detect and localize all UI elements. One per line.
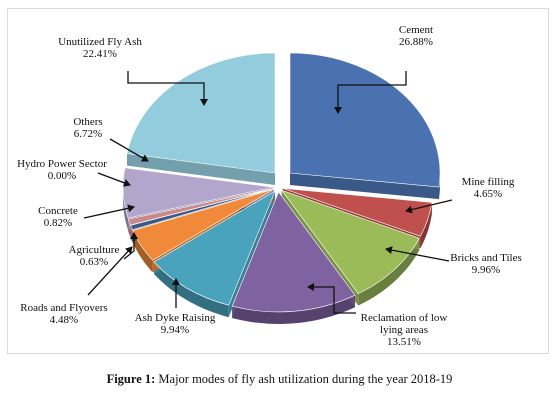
- slice-value-label: 0.63%: [80, 256, 108, 268]
- slice-label-unutilized-fly-ash: Unutilized Fly Ash 22.41%: [58, 36, 142, 60]
- slice-value-label: 6.72%: [74, 128, 102, 140]
- leader-bricks-and-tiles: [385, 246, 450, 262]
- slice-roads-and-flyovers: [132, 189, 274, 261]
- slice-label-concrete: Concrete 0.82%: [38, 205, 78, 229]
- slice-label-bricks-and-tiles: Bricks and Tiles 9.96%: [450, 252, 522, 276]
- slice-reclamation-of-low-lying-areas: [231, 191, 356, 313]
- slice-label-line: Others: [73, 116, 102, 128]
- pie-chart: Cement 26.88% Mine filling 4.65% Bricks and …: [17, 24, 522, 348]
- slice-label-mine-filling: Mine filling 4.65%: [462, 176, 515, 200]
- leader-unutilized-fly-ash: [127, 71, 208, 106]
- slice-ash-dyke-raising: [153, 190, 276, 306]
- slice-label-cement: Cement 26.88%: [399, 24, 433, 48]
- slice-side-bricks-and-tiles: [358, 238, 420, 306]
- slice-label-line: Roads and Flyovers: [20, 302, 107, 314]
- leader-agriculture: [123, 232, 138, 260]
- figure-caption: Figure 1: Major modes of fly ash utiliza…: [0, 372, 559, 387]
- slice-label-line: Hydro Power Sector: [17, 158, 107, 170]
- slice-value-label: 22.41%: [83, 48, 117, 60]
- slice-wall-cement-1: [290, 173, 439, 200]
- slice-label-line: Mine filling: [462, 176, 515, 188]
- caption-text: Major modes of fly ash utilization durin…: [155, 372, 453, 386]
- leader-reclamation-of-low-lying-areas: [307, 283, 356, 314]
- slice-value-label: 26.88%: [399, 36, 433, 48]
- leader-others: [109, 138, 149, 162]
- slice-label-line: Bricks and Tiles: [450, 252, 522, 264]
- slice-bricks-and-tiles: [280, 189, 420, 294]
- slice-concrete: [127, 188, 274, 226]
- slice-value-label: 0.00%: [48, 170, 76, 182]
- slice-label-line: Reclamation of low: [361, 312, 448, 324]
- slice-label-reclamation-of-low-lying-areas: Reclamation of low lying areas 13.51%: [361, 312, 448, 348]
- leader-concrete: [83, 204, 135, 219]
- slice-label-line: lying areas: [380, 324, 428, 336]
- slice-label-line: Concrete: [38, 205, 78, 217]
- slice-others: [122, 167, 274, 219]
- slice-label-line: Unutilized Fly Ash: [58, 36, 142, 48]
- slice-side-mine-filling: [420, 202, 432, 249]
- leader-mine-filling: [405, 199, 453, 214]
- slice-label-hydro-power-sector: Hydro Power Sector 0.00%: [17, 158, 107, 182]
- caption-prefix: Figure 1:: [106, 372, 156, 386]
- slice-side-reclamation-of-low-lying-areas: [232, 295, 355, 324]
- slice-value-label: 9.96%: [472, 264, 500, 276]
- leader-hydro-power-sector: [97, 172, 131, 187]
- slice-label-agriculture: Agriculture 0.63%: [69, 244, 120, 268]
- slice-value-label: 4.48%: [50, 314, 78, 326]
- slice-value-label: 0.82%: [44, 217, 72, 229]
- slice-wall-unutilized-fly-ash-0: [127, 153, 275, 185]
- slice-label-line: Ash Dyke Raising: [135, 312, 216, 324]
- slice-cement: [289, 52, 441, 188]
- leader-cement: [334, 71, 407, 114]
- slice-value-label: 13.51%: [387, 336, 421, 348]
- slice-mine-filling: [282, 188, 433, 237]
- slice-value-label: 9.94%: [161, 324, 189, 336]
- slice-label-ash-dyke-raising: Ash Dyke Raising 9.94%: [135, 312, 216, 336]
- slice-label-roads-and-flyovers: Roads and Flyovers 4.48%: [20, 302, 107, 326]
- chart-frame: Cement 26.88% Mine filling 4.65% Bricks and …: [7, 8, 549, 354]
- slice-value-label: 4.65%: [474, 188, 502, 200]
- slice-label-others: Others 6.72%: [73, 116, 102, 140]
- slice-side-ash-dyke-raising: [154, 262, 229, 318]
- slice-label-line: Agriculture: [69, 244, 120, 256]
- slice-unutilized-fly-ash: [126, 52, 276, 174]
- leader-roads-and-flyovers: [87, 246, 133, 296]
- slice-label-line: Cement: [399, 24, 433, 36]
